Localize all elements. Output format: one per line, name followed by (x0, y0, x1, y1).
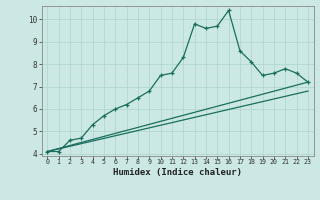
X-axis label: Humidex (Indice chaleur): Humidex (Indice chaleur) (113, 168, 242, 177)
